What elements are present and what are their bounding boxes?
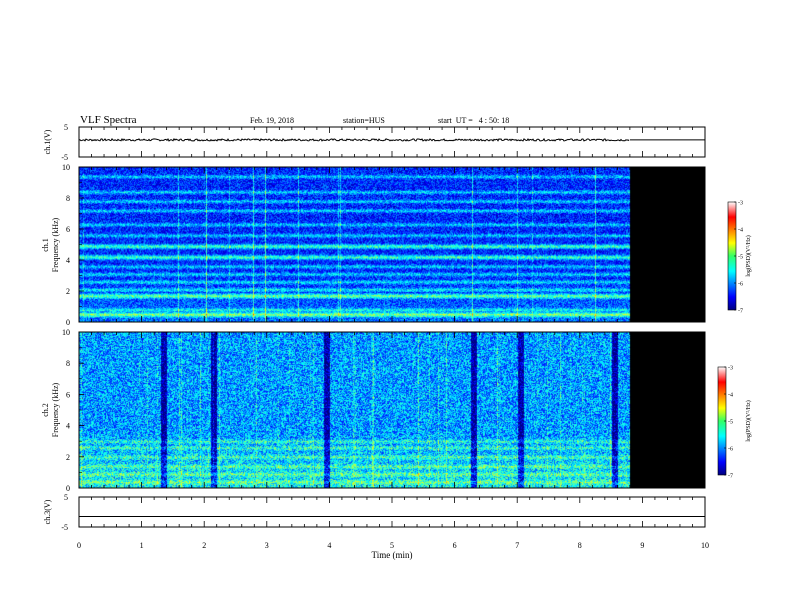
ch1-spectrogram-ticks — [78, 167, 706, 322]
ch3-ytick-top: 5 — [64, 493, 68, 502]
x-tick-label: 8 — [578, 541, 582, 550]
ch2-spectrogram-ylabel: Frequency (kHz) — [51, 382, 60, 437]
x-tick-label: 1 — [140, 541, 144, 550]
panel-ch1-spectrogram: 0 2 4 6 8 10 ch.1 Frequency (kHz) — [41, 163, 706, 327]
ch1-spectrogram-ytick-label: 6 — [66, 225, 70, 234]
colorbar-ch2: -3 -4 -5 -6 -7 log(PSD)(V²/Hz) — [717, 366, 752, 480]
x-tick-label: 7 — [515, 541, 519, 550]
colorbar-tick-label: -5 — [728, 420, 733, 426]
ch3-ylabel: ch.3(V) — [43, 499, 52, 524]
ch3-ticks — [78, 497, 706, 527]
ch1-spectrogram-ytick-label: 4 — [66, 256, 70, 265]
ch2-spectrogram-ytick-label: 0 — [66, 484, 70, 493]
ch1-spectrogram-ytick-label: 2 — [66, 287, 70, 296]
ch1-spectrogram-ytick-label: 0 — [66, 318, 70, 327]
x-tick-label: 4 — [327, 541, 331, 550]
figure-title: VLF Spectra — [80, 114, 137, 126]
ch1-waveform-line — [78, 137, 630, 142]
colorbar-tick-label: -4 — [728, 393, 733, 399]
panel-ch1-waveform: 5 -5 ch.1(V) — [43, 123, 706, 162]
ch1-ytick-top: 5 — [64, 123, 68, 132]
ch1-ylabel: ch.1(V) — [43, 129, 52, 154]
ch2-spectrogram-ticks — [78, 332, 706, 488]
colorbar-ch2-label: log(PSD)(V²/Hz) — [745, 400, 752, 441]
ch2-spectrogram-ytick-label: 2 — [66, 453, 70, 462]
station-label: station=HUS — [343, 116, 385, 125]
start-ut-label: start UT = 4 : 50: 18 — [438, 116, 509, 125]
ch1-spectrogram-channel-label: ch.1 — [41, 238, 50, 252]
ch1-spectrogram-yticks: 0 2 4 6 8 10 — [62, 163, 705, 327]
colorbar-ch1: -3 -4 -5 -6 -7 log(PSD)(V²/Hz) — [727, 201, 752, 315]
x-axis-label: Time (min) — [372, 550, 413, 560]
colorbar-ch2-ticks: -3 -4 -5 -6 -7 — [724, 366, 733, 480]
x-tick-label: 5 — [390, 541, 394, 550]
ch1-spectrogram-ylabel: Frequency (kHz) — [51, 217, 60, 272]
x-tick-label: 0 — [77, 541, 81, 550]
ch1-spectrogram-image — [79, 167, 705, 322]
x-tick-label: 9 — [640, 541, 644, 550]
colorbar-tick-label: -3 — [738, 201, 743, 207]
ch1-ytick-bottom: -5 — [61, 153, 68, 162]
x-tick-label: 6 — [453, 541, 457, 550]
x-tick-labels: 0 1 2 3 4 5 6 7 8 9 10 — [77, 541, 709, 550]
colorbar-tick-label: -4 — [738, 228, 743, 234]
colorbar-tick-label: -3 — [728, 366, 733, 372]
ch3-ytick-bottom: -5 — [61, 523, 68, 532]
panel-ch3-waveform: 5 -5 ch.3(V) — [43, 493, 706, 532]
colorbar-tick-label: -6 — [738, 282, 743, 288]
date-label: Feb. 19, 2018 — [250, 116, 294, 125]
colorbar-tick-label: -5 — [738, 255, 743, 261]
ch2-spectrogram-ytick-label: 4 — [66, 422, 70, 431]
ch2-spectrogram-image — [79, 332, 705, 488]
colorbar-tick-label: -7 — [728, 474, 733, 480]
ch2-spectrogram-ytick-label: 6 — [66, 390, 70, 399]
panel-ch2-spectrogram: 0 2 4 6 8 10 ch.2 Frequency (kHz) — [41, 328, 706, 493]
colorbar-tick-label: -6 — [728, 447, 733, 453]
ch2-spectrogram-ytick-label: 10 — [62, 328, 70, 337]
ch2-spectrogram-channel-label: ch.2 — [41, 403, 50, 417]
ch1-spectrogram-ytick-label: 10 — [62, 163, 70, 172]
colorbar-ch1-label: log(PSD)(V²/Hz) — [745, 235, 752, 276]
colorbar-ch1-ticks: -3 -4 -5 -6 -7 — [734, 201, 743, 315]
ch1-ticks — [78, 127, 706, 157]
ch2-spectrogram-ytick-label: 8 — [66, 359, 70, 368]
colorbar-tick-label: -7 — [738, 309, 743, 315]
x-tick-label: 3 — [265, 541, 269, 550]
x-tick-label: 10 — [701, 541, 709, 550]
x-tick-label: 2 — [202, 541, 206, 550]
ch2-spectrogram-yticks: 0 2 4 6 8 10 — [62, 328, 705, 493]
ch1-spectrogram-ytick-label: 8 — [66, 194, 70, 203]
